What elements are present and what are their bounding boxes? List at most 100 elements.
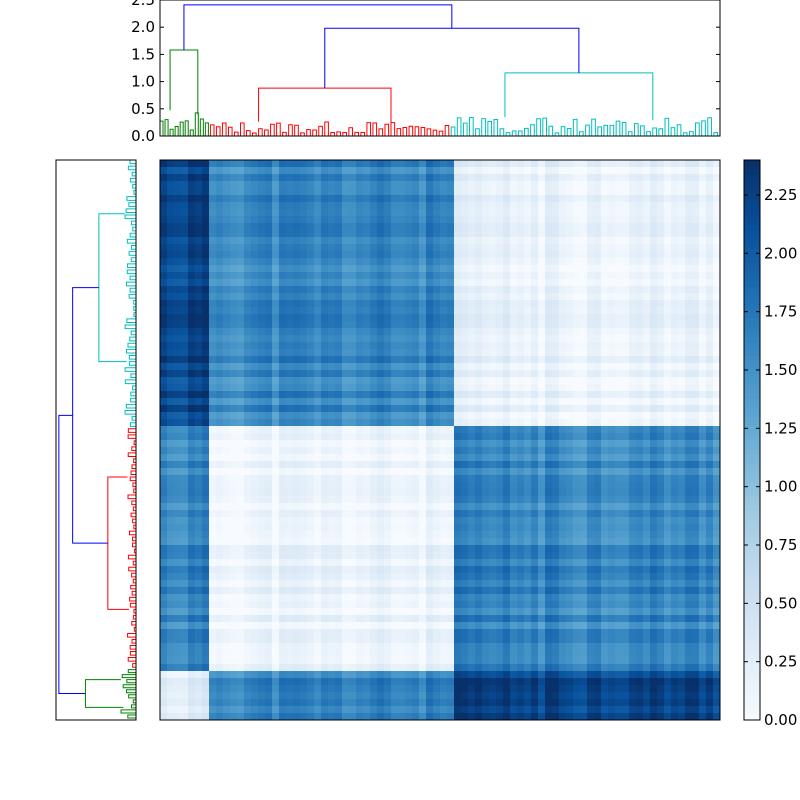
heatmap-cell (160, 510, 168, 518)
heatmap-cell (209, 300, 217, 308)
heatmap-cell (496, 510, 504, 518)
heatmap-cell (573, 293, 581, 301)
heatmap-cell (377, 468, 385, 476)
heatmap-cell (636, 356, 644, 364)
heatmap-cell (314, 496, 322, 504)
heatmap-cell (510, 223, 518, 231)
heatmap-cell (265, 258, 273, 266)
heatmap-cell (419, 475, 427, 483)
heatmap-cell (391, 391, 399, 399)
heatmap-cell (244, 251, 252, 259)
heatmap-cell (706, 244, 714, 252)
heatmap-cell (426, 258, 434, 266)
heatmap-cell (657, 496, 665, 504)
heatmap-cell (671, 167, 679, 175)
heatmap-cell (496, 160, 504, 168)
heatmap-cell (594, 335, 602, 343)
heatmap-cell (657, 517, 665, 525)
heatmap-cell (230, 216, 238, 224)
heatmap-cell (559, 216, 567, 224)
heatmap-cell (531, 524, 539, 532)
heatmap-cell (342, 496, 350, 504)
heatmap-cell (692, 209, 700, 217)
heatmap-cell (237, 377, 245, 385)
heatmap-cell (195, 300, 203, 308)
heatmap-cell (342, 545, 350, 553)
heatmap-cell (517, 496, 525, 504)
heatmap-cell (433, 433, 441, 441)
heatmap-cell (384, 391, 392, 399)
heatmap-cell (174, 202, 182, 210)
left-red-cluster-leaf-link (127, 632, 136, 638)
heatmap-cell (195, 454, 203, 462)
heatmap-cell (244, 482, 252, 490)
heatmap-cell (510, 531, 518, 539)
heatmap-cell (538, 377, 546, 385)
heatmap-cell (160, 461, 168, 469)
heatmap-cell (622, 566, 630, 574)
heatmap-cell (286, 279, 294, 287)
heatmap-cell (657, 349, 665, 357)
heatmap-cell (209, 363, 217, 371)
heatmap-cell (629, 293, 637, 301)
heatmap-cell (615, 321, 623, 329)
heatmap-cell (454, 573, 462, 581)
heatmap-cell (398, 454, 406, 462)
heatmap-cell (454, 475, 462, 483)
heatmap-cell (216, 398, 224, 406)
heatmap-cell (265, 244, 273, 252)
heatmap-cell (629, 538, 637, 546)
heatmap-cell (552, 405, 560, 413)
heatmap-cell (342, 251, 350, 259)
heatmap-cell (657, 300, 665, 308)
heatmap-cell (664, 335, 672, 343)
heatmap-cell (671, 230, 679, 238)
heatmap-cell (181, 188, 189, 196)
heatmap-cell (342, 216, 350, 224)
heatmap-cell (531, 552, 539, 560)
heatmap-cell (321, 496, 329, 504)
heatmap-cell (174, 223, 182, 231)
heatmap-cell (517, 335, 525, 343)
cyan-cluster-leaf-link (652, 127, 657, 136)
heatmap-cell (475, 377, 483, 385)
heatmap-cell (384, 181, 392, 189)
heatmap-cell (293, 181, 301, 189)
heatmap-cell (615, 482, 623, 490)
heatmap-cell (356, 244, 364, 252)
heatmap-cell (335, 356, 343, 364)
heatmap-cell (377, 356, 385, 364)
heatmap-cell (678, 503, 686, 511)
left-red-cluster-leaf-link (131, 620, 136, 626)
heatmap-cell (405, 328, 413, 336)
heatmap-cell (580, 559, 588, 567)
heatmap-cell (622, 328, 630, 336)
heatmap-cell (412, 503, 420, 511)
heatmap-cell (384, 265, 392, 273)
heatmap-cell (363, 412, 371, 420)
heatmap-cell (314, 307, 322, 315)
heatmap-cell (496, 391, 504, 399)
heatmap-cell (531, 356, 539, 364)
heatmap-cell (244, 174, 252, 182)
heatmap-cell (181, 167, 189, 175)
left-cyan-cluster-leaf-link (126, 196, 136, 201)
heatmap-cell (314, 531, 322, 539)
heatmap-cell (706, 314, 714, 322)
left-green-cluster-leaf-link (132, 699, 136, 704)
heatmap-cell (265, 188, 273, 196)
heatmap-cell (636, 216, 644, 224)
heatmap-cell (447, 426, 455, 434)
cyan-cluster-leaf-link (548, 125, 554, 136)
heatmap-cell (181, 531, 189, 539)
heatmap-cell (293, 482, 301, 490)
heatmap-cell (405, 426, 413, 434)
heatmap-cell (580, 566, 588, 574)
heatmap-cell (524, 195, 532, 203)
heatmap-cell (685, 391, 693, 399)
heatmap-cell (545, 251, 553, 259)
heatmap-cell (489, 328, 497, 336)
heatmap-cell (342, 475, 350, 483)
heatmap-cell (566, 272, 574, 280)
heatmap-cell (629, 377, 637, 385)
